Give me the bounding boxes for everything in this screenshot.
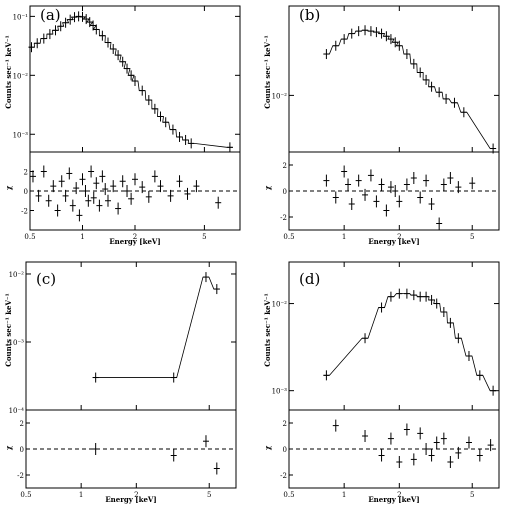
model-curve <box>28 15 233 148</box>
x-tick-label: 0.5 <box>283 233 294 241</box>
residual-y-tick-label: 2 <box>24 169 28 177</box>
y-tick-label: 10⁻² <box>9 271 25 279</box>
residual-y-tick-label: 2 <box>283 162 287 170</box>
x-tick-label: 1 <box>79 491 83 499</box>
top-y-axis-label: Counts sec⁻¹ keV⁻¹ <box>263 293 272 366</box>
residual-y-tick-label: -2 <box>280 472 287 480</box>
x-tick-label: 5 <box>470 233 474 241</box>
x-axis-label: Energy [keV] <box>368 237 419 246</box>
x-tick-label: 5 <box>207 491 211 499</box>
panel-a: (a) Energy [keV] Counts sec⁻¹ keV⁻¹ χ 0.… <box>4 5 241 246</box>
residual-y-tick-label: -2 <box>21 208 28 216</box>
panel-label: (c) <box>36 270 56 288</box>
residual-y-tick-label: -2 <box>280 214 287 222</box>
spectrum-frame <box>25 261 237 411</box>
y-tick-label: 10⁻² <box>272 92 288 100</box>
x-tick-label: 1 <box>80 233 84 241</box>
y-tick-label: 10⁻² <box>13 72 29 80</box>
x-tick-label: 0.5 <box>24 233 35 241</box>
x-tick-label: 2 <box>134 491 138 499</box>
y-tick-label: 10⁻³ <box>13 131 29 139</box>
panel-label: (a) <box>40 6 61 24</box>
x-tick-label: 1 <box>342 233 346 241</box>
x-tick-label: 5 <box>470 491 474 499</box>
panel-label: (d) <box>299 270 320 288</box>
x-tick-label: 0.5 <box>283 491 294 499</box>
panel-d: (d) Energy [keV] Counts sec⁻¹ keV⁻¹ χ 0.… <box>263 261 500 504</box>
residual-y-tick-label: 2 <box>283 420 287 428</box>
residual-y-tick-label: 0 <box>283 446 287 454</box>
model-curve <box>323 29 497 149</box>
x-axis-label: Energy [keV] <box>368 495 419 504</box>
residual-y-axis-label: χ <box>263 445 272 450</box>
x-tick-label: 1 <box>342 491 346 499</box>
residual-y-tick-label: 0 <box>24 188 28 196</box>
panel-b: (b) Energy [keV] Counts sec⁻¹ keV⁻¹ χ 0.… <box>263 5 500 246</box>
x-tick-label: 2 <box>397 491 401 499</box>
x-tick-label: 0.5 <box>20 491 31 499</box>
y-tick-label: 10⁻² <box>272 301 288 309</box>
residual-y-tick-label: 0 <box>20 446 24 454</box>
residual-y-axis-label: χ <box>263 185 272 190</box>
x-axis-label: Energy [keV] <box>109 237 160 246</box>
x-axis-label: Energy [keV] <box>105 495 156 504</box>
x-tick-label: 2 <box>397 233 401 241</box>
residual-y-tick-label: 0 <box>283 188 287 196</box>
residual-y-tick-label: -2 <box>17 472 24 480</box>
y-tick-label: 10⁻¹ <box>13 13 29 21</box>
x-tick-label: 2 <box>133 233 137 241</box>
model-curve <box>323 293 497 392</box>
spectrum-frame <box>288 5 500 153</box>
residual-y-axis-label: χ <box>4 185 13 190</box>
y-tick-label: 10⁻³ <box>9 339 25 347</box>
spectrum-frame <box>288 261 500 411</box>
residual-y-tick-label: 2 <box>20 420 24 428</box>
top-y-axis-label: Counts sec⁻¹ keV⁻¹ <box>4 293 13 366</box>
panel-c: (c) Energy [keV] Counts sec⁻¹ keV⁻¹ χ 0.… <box>4 261 237 504</box>
y-tick-label: 10⁻⁴ <box>9 407 25 415</box>
x-tick-label: 5 <box>202 233 206 241</box>
top-y-axis-label: Counts sec⁻¹ keV⁻¹ <box>4 35 13 108</box>
y-tick-label: 10⁻³ <box>272 388 288 396</box>
residual-y-axis-label: χ <box>4 445 13 450</box>
panel-label: (b) <box>299 6 320 24</box>
top-y-axis-label: Counts sec⁻¹ keV⁻¹ <box>263 35 272 108</box>
model-curve <box>92 276 220 378</box>
